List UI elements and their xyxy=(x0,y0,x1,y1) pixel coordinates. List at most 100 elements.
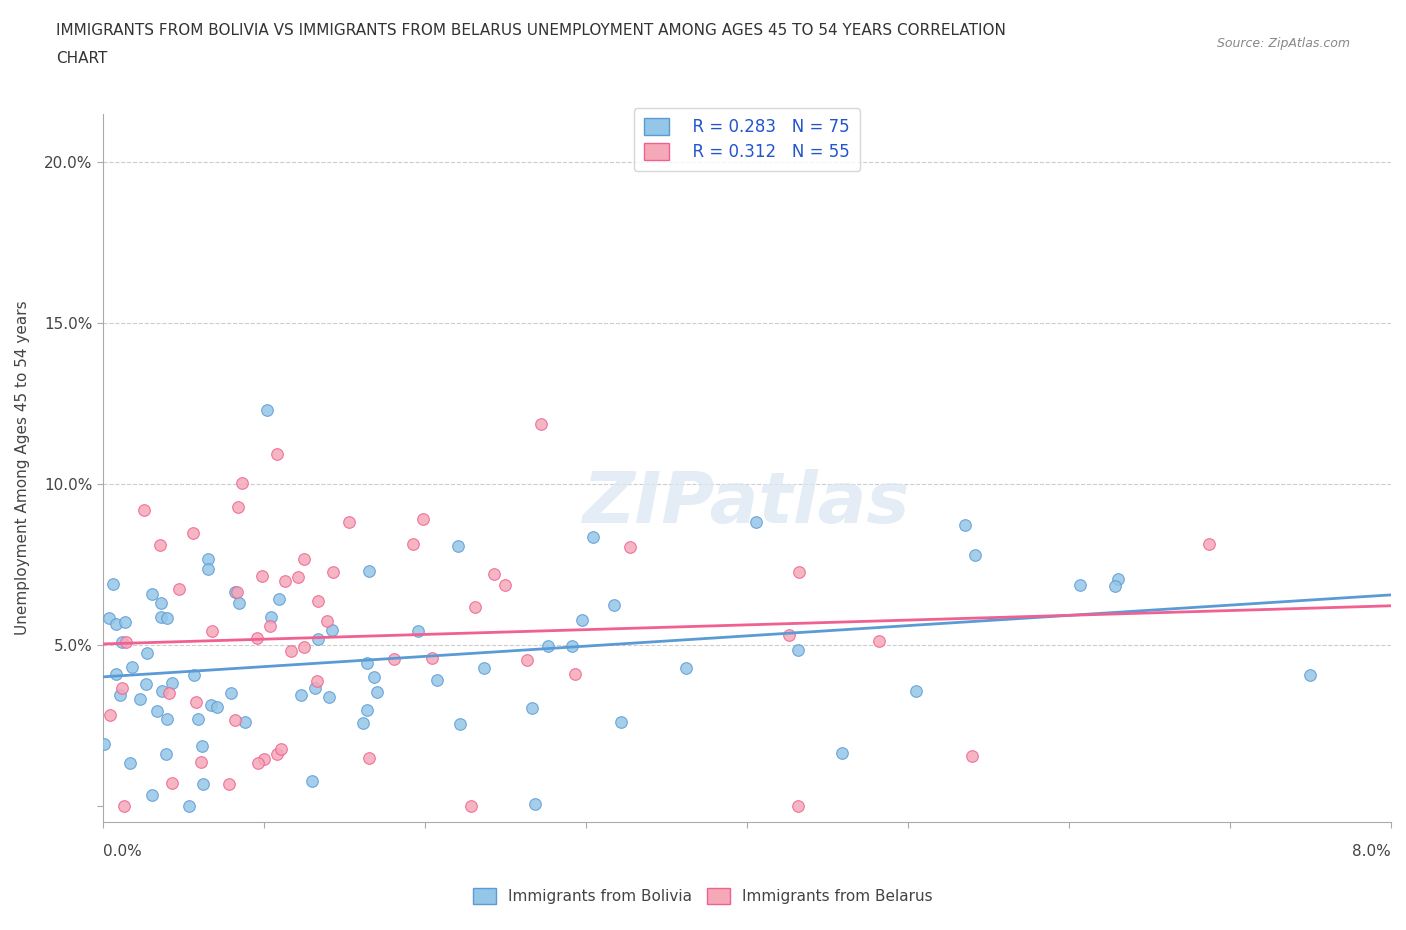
Point xyxy=(266,747,288,762)
Point xyxy=(197,561,219,576)
Point xyxy=(603,598,626,613)
Point xyxy=(965,548,987,563)
Point xyxy=(266,446,288,461)
Point xyxy=(141,788,163,803)
Point xyxy=(786,798,808,813)
Point xyxy=(449,716,471,731)
Point xyxy=(318,690,340,705)
Point xyxy=(112,798,135,813)
Point xyxy=(787,643,810,658)
Point xyxy=(530,417,553,432)
Text: 0.0%: 0.0% xyxy=(103,844,142,859)
Point xyxy=(287,569,309,584)
Point xyxy=(464,599,486,614)
Point xyxy=(1198,537,1220,551)
Point xyxy=(183,668,205,683)
Point xyxy=(1107,572,1129,587)
Point xyxy=(561,639,583,654)
Point xyxy=(111,635,134,650)
Point xyxy=(197,551,219,566)
Point xyxy=(155,747,177,762)
Point xyxy=(366,684,388,699)
Point xyxy=(868,633,890,648)
Y-axis label: Unemployment Among Ages 45 to 54 years: Unemployment Among Ages 45 to 54 years xyxy=(15,300,30,635)
Point xyxy=(412,512,434,526)
Point xyxy=(292,640,315,655)
Point xyxy=(231,475,253,490)
Point xyxy=(224,712,246,727)
Point xyxy=(181,525,204,540)
Point xyxy=(1104,578,1126,593)
Point xyxy=(160,675,183,690)
Point xyxy=(218,777,240,791)
Point xyxy=(447,538,470,553)
Point xyxy=(228,595,250,610)
Point xyxy=(225,584,247,599)
Point xyxy=(382,652,405,667)
Point xyxy=(149,595,172,610)
Point xyxy=(301,774,323,789)
Point xyxy=(960,749,983,764)
Point xyxy=(187,712,209,727)
Point xyxy=(337,515,360,530)
Point xyxy=(156,711,179,726)
Point xyxy=(537,638,560,653)
Point xyxy=(101,577,124,591)
Point xyxy=(260,610,283,625)
Point xyxy=(253,751,276,766)
Point xyxy=(149,538,172,552)
Text: CHART: CHART xyxy=(56,51,108,66)
Point xyxy=(1069,578,1091,592)
Point xyxy=(105,666,128,681)
Text: Source: ZipAtlas.com: Source: ZipAtlas.com xyxy=(1216,37,1350,50)
Point xyxy=(135,645,157,660)
Point xyxy=(274,574,297,589)
Point xyxy=(675,660,697,675)
Point xyxy=(186,695,208,710)
Point xyxy=(315,613,337,628)
Point xyxy=(98,708,121,723)
Point xyxy=(200,698,222,712)
Point xyxy=(307,632,329,647)
Point xyxy=(246,631,269,645)
Point xyxy=(744,515,766,530)
Point xyxy=(93,737,115,751)
Text: IMMIGRANTS FROM BOLIVIA VS IMMIGRANTS FROM BELARUS UNEMPLOYMENT AMONG AGES 45 TO: IMMIGRANTS FROM BOLIVIA VS IMMIGRANTS FR… xyxy=(56,23,1007,38)
Point xyxy=(420,651,443,666)
Point xyxy=(157,685,180,700)
Point xyxy=(135,676,157,691)
Point xyxy=(357,751,380,765)
Point xyxy=(609,714,631,729)
Point xyxy=(105,617,128,631)
Point xyxy=(247,755,270,770)
Text: 8.0%: 8.0% xyxy=(1353,844,1391,859)
Point xyxy=(250,568,273,583)
Point xyxy=(356,702,378,717)
Point xyxy=(256,402,278,417)
Point xyxy=(224,584,246,599)
Point xyxy=(460,798,482,813)
Point xyxy=(304,681,326,696)
Text: ZIPatlas: ZIPatlas xyxy=(583,469,911,538)
Point xyxy=(150,684,173,698)
Point xyxy=(205,699,228,714)
Point xyxy=(190,755,212,770)
Point xyxy=(129,692,152,707)
Point xyxy=(97,610,120,625)
Point xyxy=(356,656,378,671)
Point xyxy=(219,685,242,700)
Point xyxy=(259,618,281,633)
Point xyxy=(201,623,224,638)
Point xyxy=(581,529,603,544)
Point xyxy=(280,644,302,658)
Point xyxy=(484,566,506,581)
Legend:   R = 0.283   N = 75,   R = 0.312   N = 55: R = 0.283 N = 75, R = 0.312 N = 55 xyxy=(634,108,860,171)
Point xyxy=(114,634,136,649)
Point xyxy=(191,738,214,753)
Point xyxy=(406,623,429,638)
Point xyxy=(778,628,800,643)
Point xyxy=(402,537,425,551)
Point xyxy=(426,672,449,687)
Point xyxy=(290,688,312,703)
Point xyxy=(141,587,163,602)
